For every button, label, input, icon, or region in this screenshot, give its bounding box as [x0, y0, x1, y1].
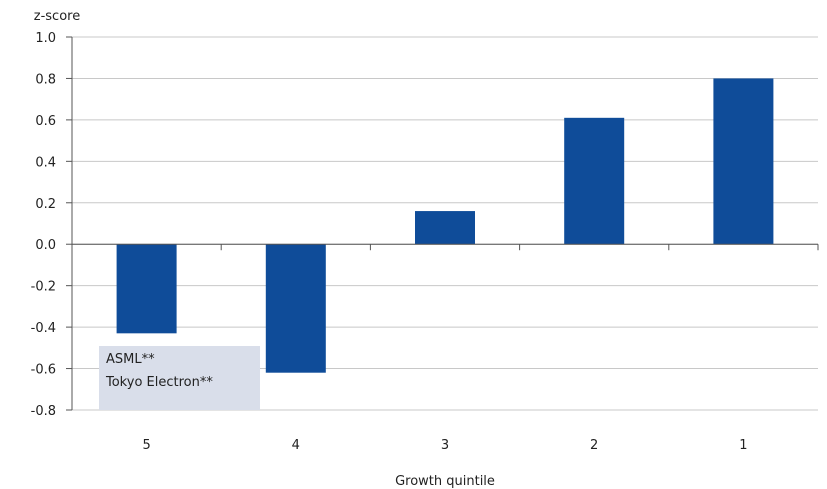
x-tick-label: 4	[292, 438, 300, 453]
x-tick-label: 3	[441, 438, 449, 453]
y-tick-label: 0.6	[35, 114, 56, 129]
y-tick-label: -0.2	[31, 280, 56, 295]
y-tick-label: 0.8	[35, 72, 56, 87]
y-axis-title: z-score	[34, 9, 80, 24]
bar-quintile-5	[116, 244, 177, 334]
x-tick-labels: 5 4 3 2 1	[142, 438, 747, 453]
y-tick-label: -0.8	[31, 404, 56, 419]
annotation-background	[99, 346, 260, 410]
y-tick-label: 0.2	[35, 197, 56, 212]
axes	[71, 37, 819, 410]
bar-quintile-2	[564, 117, 625, 245]
y-tick-label: 0.0	[35, 238, 56, 253]
bar-quintile-4	[265, 244, 326, 373]
annotation-line: Tokyo Electron**	[105, 375, 213, 390]
bar-quintile-1	[713, 78, 774, 245]
bar-quintile-3	[415, 211, 475, 245]
x-axis-title: Growth quintile	[395, 474, 495, 489]
y-tick-label: -0.6	[31, 363, 56, 378]
y-tick-labels: 1.0 0.8 0.6 0.4 0.2 0.0 -0.2 -0.4 -0.6 -0.8	[31, 31, 56, 419]
y-tick-label: 0.4	[35, 155, 56, 170]
annotation-line: ASML**	[106, 352, 155, 367]
x-tick-label: 5	[142, 438, 150, 453]
annotation-box: ASML** Tokyo Electron**	[99, 346, 260, 410]
y-tick-label: -0.4	[31, 321, 56, 336]
x-tick-label: 2	[590, 438, 598, 453]
y-tick-label: 1.0	[35, 31, 56, 46]
x-tick-label: 1	[739, 438, 747, 453]
bars	[116, 78, 774, 373]
